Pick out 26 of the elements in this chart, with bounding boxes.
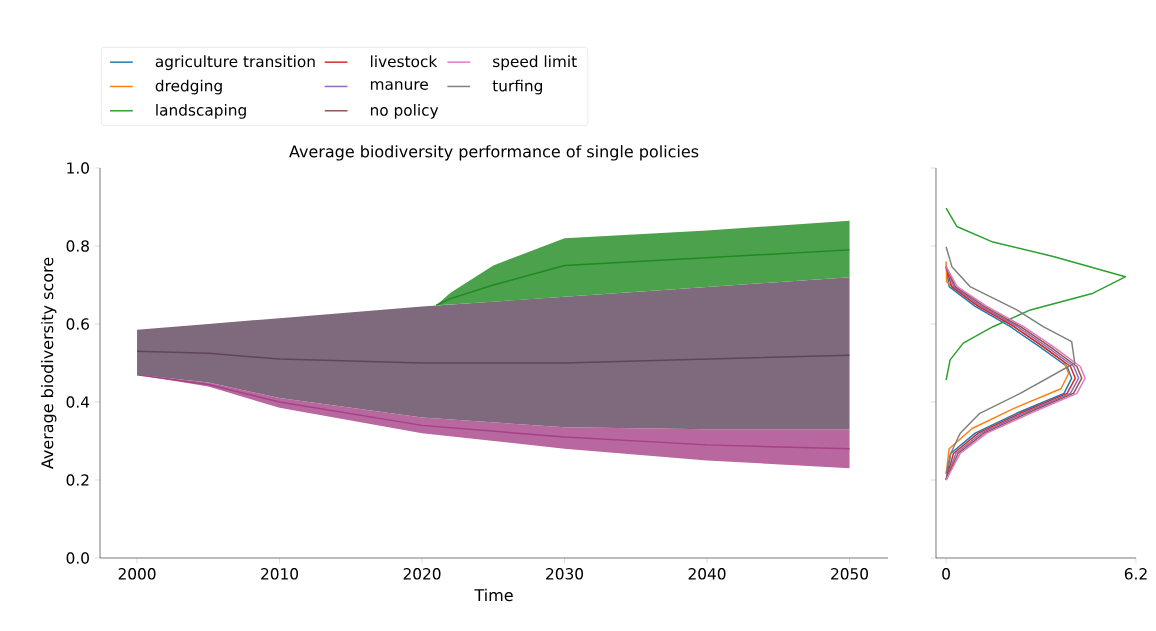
x-tick-label: 0 xyxy=(942,568,950,580)
y-tick-label: 0.2 xyxy=(66,474,89,486)
legend-label: turfing xyxy=(492,79,542,95)
x-tick-label: 2010 xyxy=(261,568,299,580)
legend-label: speed limit xyxy=(493,55,577,71)
legend-label: livestock xyxy=(371,55,438,68)
y-tick-label: 0.4 xyxy=(66,396,90,408)
x-tick-label: 2000 xyxy=(118,568,156,580)
y-axis-title: Average biodiversity score xyxy=(40,257,57,469)
x-tick-label: 2040 xyxy=(688,568,726,580)
legend-label: dredging xyxy=(155,79,222,95)
legend-label: no policy xyxy=(370,103,439,119)
legend-label: manure xyxy=(370,81,428,90)
x-tick-label: 2050 xyxy=(831,568,869,580)
line-series xyxy=(136,373,851,450)
y-tick-label: 0.8 xyxy=(66,240,89,252)
x-tick-label: 2030 xyxy=(546,568,584,580)
x-tick-label: 2020 xyxy=(403,568,441,580)
chart-title: Average biodiversity performance of single policies xyxy=(289,145,699,161)
legend-label: landscaping xyxy=(156,103,246,119)
x-tick-label: 6.2 xyxy=(1124,568,1147,580)
x-axis-title: Time xyxy=(474,588,513,602)
legend-label: agriculture transition xyxy=(155,55,315,71)
y-tick-label: 1.0 xyxy=(67,162,89,174)
y-tick-label: 0.6 xyxy=(66,318,89,330)
y-tick-label: 0.0 xyxy=(66,552,89,564)
